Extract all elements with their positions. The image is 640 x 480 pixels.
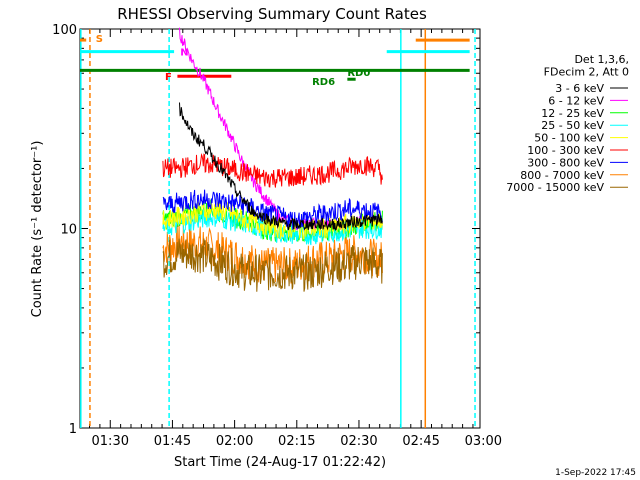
legend-header: FDecim 2, Att 0 <box>544 66 629 79</box>
legend-entry-label: 300 - 800 keV <box>527 156 604 169</box>
y-tick-label: 1 <box>69 422 77 437</box>
flag-bars <box>80 38 470 81</box>
legend-entry-label: 50 - 100 keV <box>534 132 604 145</box>
flag-annotation: RD6 <box>312 77 335 88</box>
series-line <box>162 238 383 292</box>
legend-entry-label: 3 - 6 keV <box>555 82 604 95</box>
chart-title: RHESSI Observing Summary Count Rates <box>117 5 427 23</box>
x-tick-label: 02:45 <box>402 434 439 449</box>
x-tick-label: 02:15 <box>278 434 315 449</box>
legend-entry-label: 6 - 12 keV <box>548 94 604 107</box>
series-line <box>162 152 383 188</box>
flag-annotations: S F N RD6 RD0 <box>96 34 371 88</box>
x-axis-label: Start Time (24-Aug-17 01:22:42) <box>174 455 386 470</box>
series-line <box>162 224 383 285</box>
legend-entry-label: 12 - 25 keV <box>541 107 604 120</box>
timestamp: 1-Sep-2022 17:45 <box>555 468 636 478</box>
x-tick-label: 03:00 <box>465 434 502 449</box>
legend-entry-label: 7000 - 15000 keV <box>506 181 604 194</box>
series-line <box>179 27 383 231</box>
x-tick-label: 02:00 <box>216 434 253 449</box>
flag-annotation: N <box>180 48 188 59</box>
flag-annotation: F <box>165 72 172 83</box>
x-tick-label: 01:45 <box>154 434 191 449</box>
x-tick-label: 01:30 <box>92 434 129 449</box>
legend-entry-label: 800 - 7000 keV <box>520 169 604 182</box>
y-axis-label: Count Rate (s⁻¹ detector⁻¹) <box>30 141 45 318</box>
legend-entry-label: 25 - 50 keV <box>541 119 604 132</box>
series-line <box>162 189 383 230</box>
tick-labels: 1 10 100 01:30 01:45 02:00 02:15 02:30 02:45 03:0… <box>52 23 502 449</box>
flag-annotation: S <box>96 34 103 45</box>
y-tick-label: 100 <box>52 23 77 38</box>
x-tick-label: 02:30 <box>340 434 377 449</box>
time-markers <box>80 29 476 428</box>
legend-header: Det 1,3,6, <box>574 53 629 66</box>
series-lines <box>162 27 383 292</box>
flag-annotation: RD0 <box>347 68 370 79</box>
series-line <box>162 200 383 240</box>
series-line <box>179 102 383 231</box>
y-tick-label: 10 <box>60 223 77 238</box>
legend-entry-label: 100 - 300 keV <box>527 144 604 157</box>
